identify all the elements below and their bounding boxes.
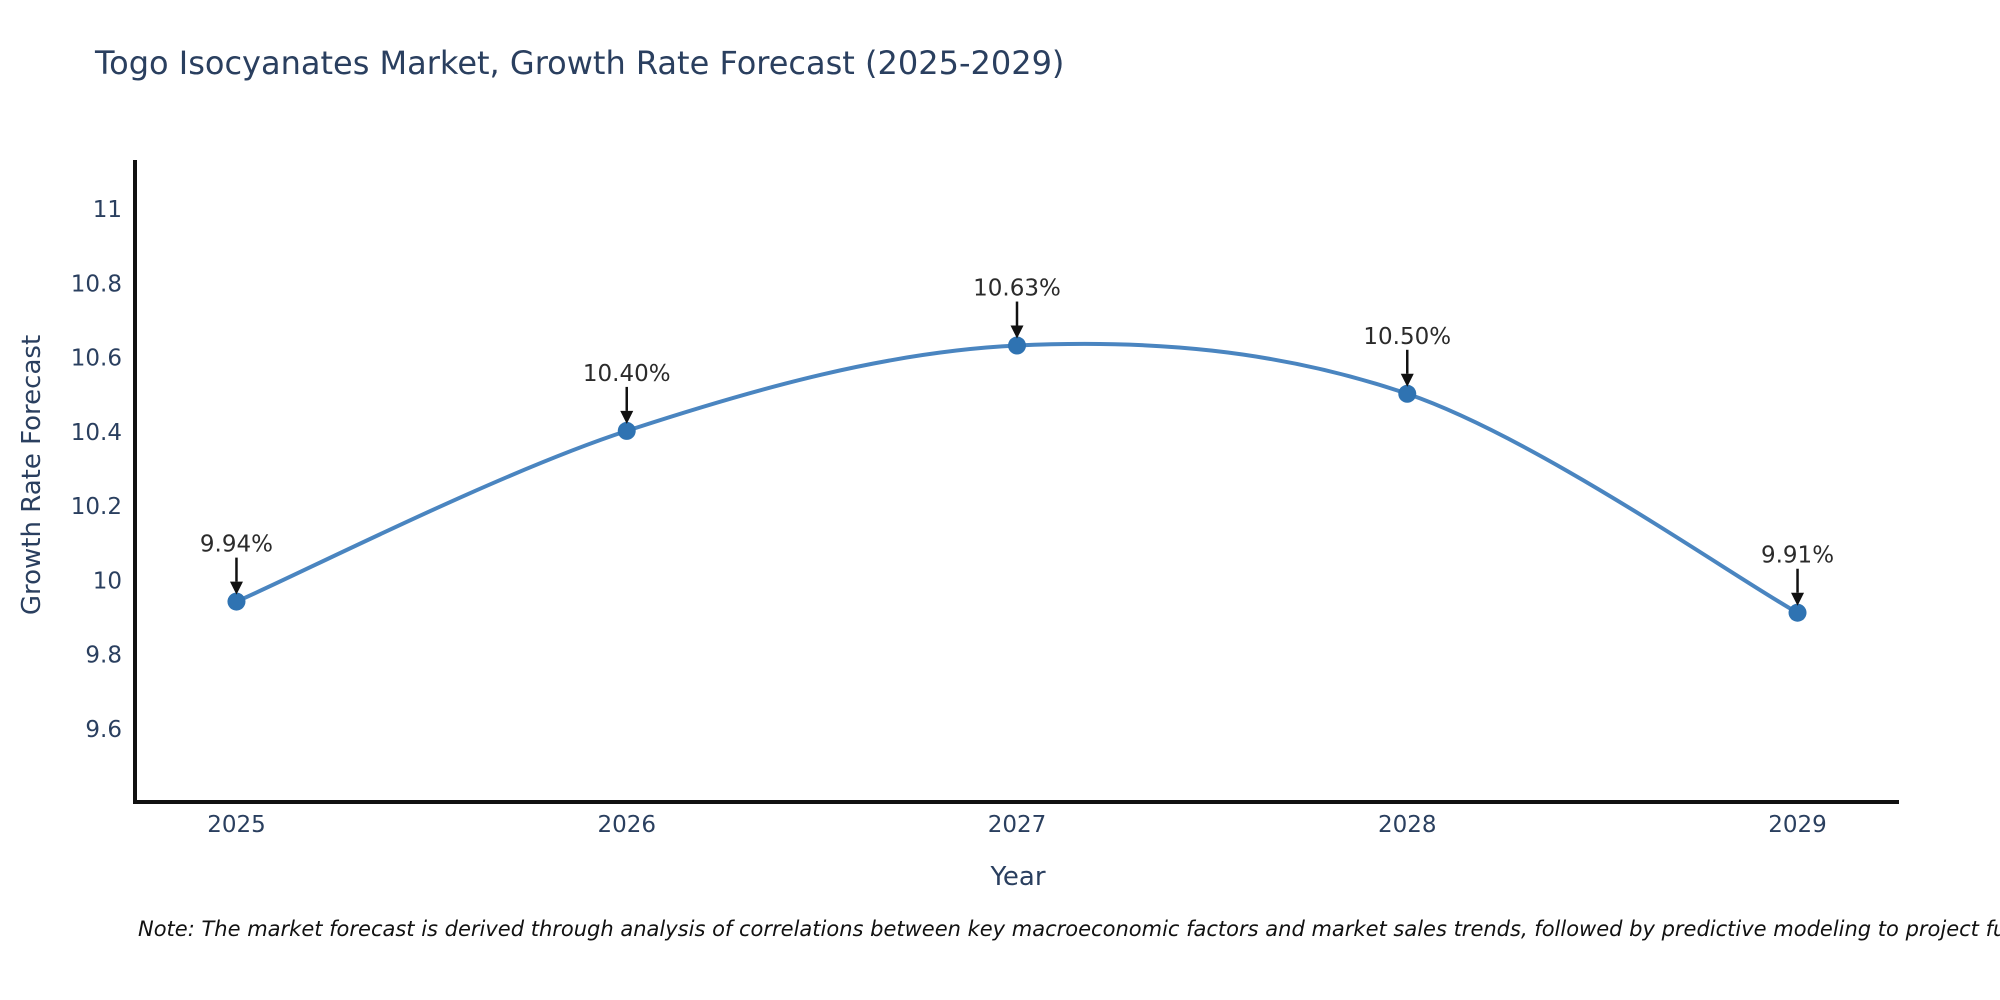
y-tick-label: 9.6 (85, 717, 122, 743)
annotation-label: 10.40% (583, 361, 671, 387)
y-tick-label: 9.8 (85, 643, 122, 669)
y-tick-label: 10 (93, 568, 122, 594)
x-tick-label: 2025 (207, 812, 266, 838)
annotation-arrowhead-icon (1010, 325, 1024, 339)
annotation-label: 9.91% (1761, 543, 1834, 569)
annotation-label: 10.50% (1363, 324, 1451, 350)
y-tick-label: 11 (93, 197, 122, 223)
y-tick-label: 10.8 (71, 271, 122, 297)
y-tick-label: 10.2 (71, 494, 122, 520)
y-tick-label: 10.4 (71, 420, 122, 446)
annotation-arrowhead-icon (1791, 592, 1805, 606)
x-tick-label: 2026 (597, 812, 656, 838)
annotation-label: 9.94% (200, 532, 273, 558)
y-tick-label: 10.6 (71, 346, 122, 372)
x-tick-label: 2029 (1768, 812, 1827, 838)
trend-line (234, 341, 1800, 615)
x-axis-title: Year (990, 862, 1046, 892)
annotation-arrowhead-icon (620, 410, 634, 424)
data-point-marker-2025 (227, 592, 246, 611)
footnote: Note: The market forecast is derived thr… (138, 917, 2000, 941)
x-tick-label: 2028 (1378, 812, 1437, 838)
data-point-marker-2029 (1788, 603, 1807, 622)
chart-title: Togo Isocyanates Market, Growth Rate For… (95, 44, 1065, 82)
data-point-marker-2028 (1398, 384, 1417, 403)
x-tick-label: 2027 (988, 812, 1047, 838)
annotation-arrowhead-icon (1400, 373, 1414, 387)
annotation-label: 10.63% (973, 276, 1061, 302)
y-axis-title: Growth Rate Forecast (17, 334, 47, 616)
data-point-marker-2027 (1008, 336, 1026, 355)
data-point-marker-2026 (617, 421, 636, 440)
annotation-arrowhead-icon (229, 581, 243, 595)
